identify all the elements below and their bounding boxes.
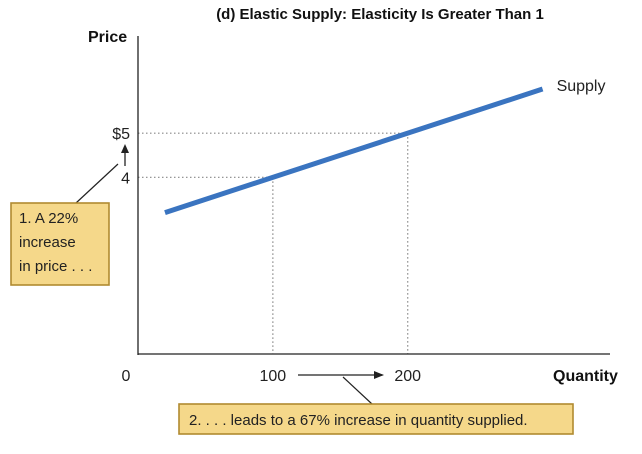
price-note-line: increase [19, 234, 76, 251]
origin-label: 0 [122, 368, 131, 385]
series-label-supply: Supply [557, 78, 606, 95]
annotations: 1. A 22% increase in price . . . 2. . . . l… [10, 144, 574, 435]
y-axis-label: Price [88, 29, 127, 46]
y-tick-label: $5 [112, 126, 130, 143]
quantity-note-text: 2. . . . leads to a 67% increase in quan… [189, 412, 528, 429]
price-note-line: 1. A 22% [19, 210, 78, 227]
series-group: Supply [164, 78, 606, 216]
quantity-arrow-head [374, 371, 384, 379]
quantity-note-box [178, 403, 574, 435]
price-arrow-head [121, 144, 129, 153]
x-axis-label: Quantity [553, 368, 618, 385]
x-tick-label: 100 [260, 368, 287, 385]
price-note-box [10, 202, 110, 286]
y-tick-labels: $5 4 [112, 126, 130, 187]
axes [137, 36, 610, 355]
guide-lines [138, 132, 409, 354]
x-tick-label: 200 [394, 368, 421, 385]
y-tick-label: 4 [121, 170, 130, 187]
x-tick-labels: 100 200 [260, 368, 422, 385]
price-note-line: in price . . . [19, 258, 92, 275]
chart-title: (d) Elastic Supply: Elasticity Is Greate… [216, 6, 544, 23]
price-note-leader [75, 163, 119, 204]
supply-line [164, 86, 544, 216]
quantity-note-leader [342, 376, 373, 405]
